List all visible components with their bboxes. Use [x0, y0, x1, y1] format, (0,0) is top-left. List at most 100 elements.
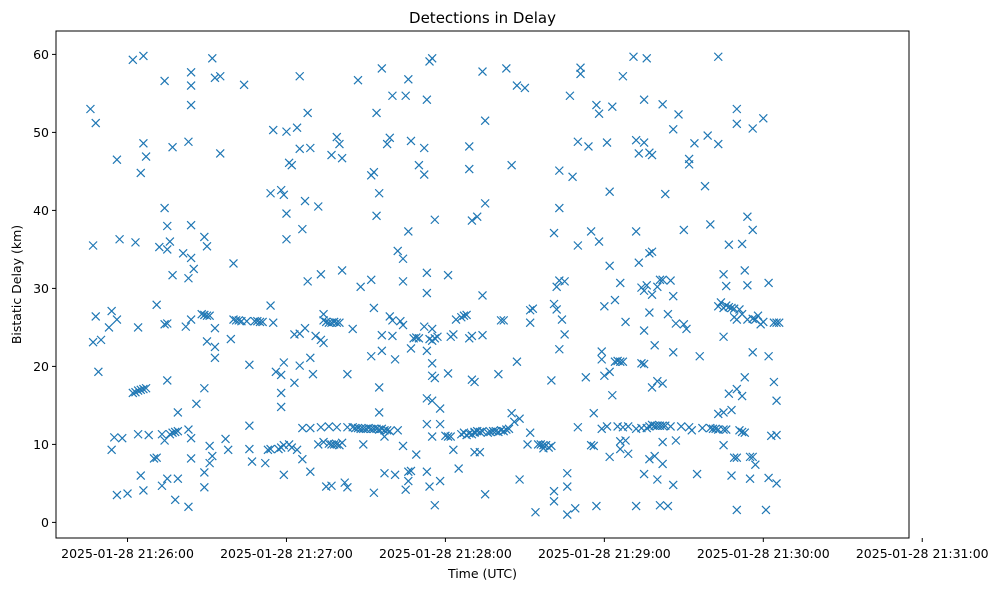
detection-point	[713, 409, 723, 419]
detection-point	[258, 317, 268, 327]
detection-point	[157, 429, 167, 439]
detection-point	[737, 427, 747, 437]
detection-point	[168, 270, 177, 280]
detection-point	[308, 369, 318, 379]
detection-point	[610, 295, 620, 305]
detection-point	[374, 407, 384, 417]
detection-point	[560, 276, 570, 286]
detection-point	[761, 505, 771, 515]
detection-point	[319, 338, 328, 348]
detection-point	[107, 306, 117, 316]
detection-point	[393, 425, 403, 435]
y-tick-label: 30	[33, 281, 49, 296]
detection-point	[666, 422, 676, 431]
detection-point	[268, 125, 278, 135]
detection-point	[295, 71, 305, 81]
detection-point	[186, 81, 196, 91]
detection-point	[478, 330, 487, 340]
detection-point	[229, 259, 238, 268]
detection-point	[599, 371, 609, 381]
detection-point	[186, 315, 196, 325]
detection-point	[242, 316, 252, 326]
x-tick-label: 2025-01-28 21:26:00	[61, 546, 194, 561]
detection-point	[719, 332, 728, 342]
detection-point	[737, 239, 747, 249]
detection-point	[327, 481, 336, 491]
detection-point	[181, 322, 191, 332]
detection-point	[546, 441, 556, 451]
detection-point	[753, 311, 763, 321]
detection-point	[650, 451, 660, 461]
detection-point	[607, 102, 617, 112]
detection-point	[549, 228, 559, 238]
detection-point	[401, 91, 411, 101]
detection-point	[297, 454, 307, 464]
detection-point	[173, 407, 183, 417]
detection-point	[663, 309, 673, 319]
detection-point	[419, 170, 429, 179]
detection-point	[520, 83, 530, 93]
detection-point	[202, 311, 212, 321]
detection-point	[650, 340, 660, 350]
detection-point	[184, 425, 193, 435]
detection-point	[769, 377, 779, 387]
detection-point	[719, 440, 728, 450]
detection-point	[313, 202, 323, 211]
detection-point	[138, 138, 148, 148]
plot-area-frame	[55, 30, 910, 539]
detection-point	[104, 322, 114, 332]
detection-point	[136, 168, 146, 178]
detection-point	[189, 264, 199, 274]
detection-point	[697, 423, 707, 433]
detection-point	[435, 419, 445, 429]
detection-point	[748, 452, 758, 462]
detection-point	[96, 335, 106, 345]
detection-point	[679, 225, 689, 235]
detection-point	[727, 471, 736, 481]
detection-point	[297, 423, 307, 433]
detection-point	[663, 501, 673, 511]
detection-point	[401, 485, 411, 495]
detection-point	[660, 189, 670, 199]
detection-point	[597, 424, 607, 434]
detection-point	[652, 282, 662, 292]
detection-point	[91, 312, 101, 321]
detection-point	[332, 422, 342, 432]
detection-point	[186, 253, 196, 263]
detection-point	[419, 143, 429, 153]
x-axis-ticks: 2025-01-28 21:26:00 2025-01-28 21:27:00 20…	[61, 538, 989, 561]
detection-point	[422, 288, 432, 298]
y-tick-label: 60	[33, 47, 49, 62]
detection-point	[774, 318, 784, 328]
detection-point	[398, 276, 408, 286]
detection-point	[764, 473, 774, 483]
detection-point	[719, 425, 728, 435]
detection-point	[422, 467, 432, 477]
detection-point	[266, 188, 275, 198]
detection-point	[335, 139, 344, 149]
detection-point	[366, 275, 376, 285]
detection-point	[88, 337, 98, 347]
detection-point	[454, 464, 464, 474]
detection-point	[634, 258, 644, 268]
detection-point	[515, 414, 525, 424]
y-axis-ticks: 0 10 20 30 40 50 60	[33, 47, 56, 530]
detection-point	[499, 426, 509, 436]
detection-point	[279, 470, 289, 480]
detection-point	[700, 181, 710, 191]
detection-point	[684, 154, 694, 164]
detection-point	[422, 346, 432, 356]
detection-point	[528, 304, 538, 314]
detection-point	[666, 276, 676, 286]
detection-point	[565, 91, 575, 101]
detection-point	[705, 220, 715, 229]
detection-point	[605, 187, 615, 197]
detection-point	[274, 444, 283, 454]
detection-point	[433, 332, 442, 342]
detection-point	[525, 305, 535, 315]
detection-point	[305, 467, 315, 477]
detection-point	[478, 426, 487, 436]
detection-point	[772, 318, 781, 328]
detection-point	[615, 278, 625, 288]
detection-point	[414, 160, 424, 170]
